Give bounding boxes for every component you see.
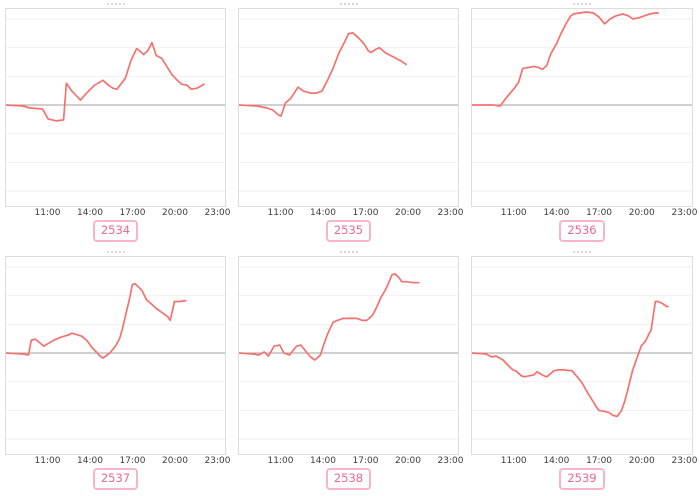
series-line <box>239 272 420 361</box>
x-tick-label: 20:00 <box>162 208 188 218</box>
series-line <box>6 41 205 122</box>
chart-cell: 11:00 14:00 17:00 20:00 23:00 2534 <box>0 0 233 243</box>
x-tick-label: 17:00 <box>352 208 379 218</box>
line-chart <box>471 8 693 207</box>
x-tick-label: 20:00 <box>395 208 421 218</box>
x-tick-label: 23:00 <box>204 456 231 466</box>
chart-id-row: 2535 <box>238 219 459 243</box>
x-tick-label: 20:00 <box>628 208 655 218</box>
series-line <box>6 282 187 359</box>
cropped-title-remnant <box>471 0 693 8</box>
chart-id-badge[interactable]: 2537 <box>92 467 139 491</box>
cropped-title-remnant <box>471 248 693 256</box>
chart-canvas <box>6 18 225 192</box>
cropped-title-remnant <box>238 0 459 8</box>
chart-canvas <box>472 266 692 440</box>
chart-id-badge[interactable]: 2539 <box>559 467 605 491</box>
x-axis-ticks: 11:00 14:00 17:00 20:00 23:00 <box>471 455 698 468</box>
x-tick-label: 23:00 <box>437 208 464 218</box>
chart-canvas <box>472 11 692 192</box>
x-tick-label: 23:00 <box>671 208 698 218</box>
series-line <box>239 31 407 117</box>
x-axis-ticks: 11:00 14:00 17:00 20:00 23:00 <box>238 207 464 220</box>
chart-id-badge[interactable]: 2536 <box>559 219 605 243</box>
line-chart <box>238 256 459 455</box>
x-tick-label: 17:00 <box>586 456 613 466</box>
chart-id-badge[interactable]: 2538 <box>325 467 372 491</box>
chart-id-row: 2534 <box>5 219 226 243</box>
x-tick-label: 17:00 <box>352 456 379 466</box>
x-axis-ticks: 11:00 14:00 17:00 20:00 23:00 <box>471 207 698 220</box>
chart-id-badge[interactable]: 2534 <box>92 219 139 243</box>
x-tick-label: 11:00 <box>500 208 527 218</box>
line-chart <box>5 8 226 207</box>
chart-canvas <box>6 266 225 440</box>
x-tick-label: 14:00 <box>310 208 336 218</box>
x-tick-label: 11:00 <box>500 456 527 466</box>
chart-cell: 11:00 14:00 17:00 20:00 23:00 2538 <box>233 248 466 491</box>
cropped-title-remnant <box>5 0 226 8</box>
line-chart <box>238 8 459 207</box>
x-tick-label: 17:00 <box>586 208 613 218</box>
x-tick-label: 14:00 <box>543 456 570 466</box>
x-tick-label: 20:00 <box>628 456 655 466</box>
x-tick-label: 11:00 <box>34 208 61 218</box>
x-tick-label: 11:00 <box>267 456 294 466</box>
chart-cell: 11:00 14:00 17:00 20:00 23:00 2535 <box>233 0 466 243</box>
x-axis-ticks: 11:00 14:00 17:00 20:00 23:00 <box>238 455 464 468</box>
x-tick-label: 23:00 <box>671 456 698 466</box>
x-tick-label: 14:00 <box>77 456 103 466</box>
x-tick-label: 14:00 <box>77 208 103 218</box>
chart-id-row: 2536 <box>471 219 693 243</box>
x-axis-ticks: 11:00 14:00 17:00 20:00 23:00 <box>5 207 231 220</box>
chart-canvas <box>239 266 458 440</box>
series-line <box>472 300 669 418</box>
x-tick-label: 17:00 <box>119 456 146 466</box>
series-line <box>472 11 659 107</box>
chart-id-row: 2539 <box>471 467 693 491</box>
chart-id-row: 2537 <box>5 467 226 491</box>
x-tick-label: 23:00 <box>437 456 464 466</box>
cropped-title-remnant <box>5 248 226 256</box>
chart-cell: 11:00 14:00 17:00 20:00 23:00 2537 <box>0 248 233 491</box>
x-tick-label: 20:00 <box>162 456 188 466</box>
line-chart <box>5 256 226 455</box>
x-tick-label: 20:00 <box>395 456 421 466</box>
x-axis-ticks: 11:00 14:00 17:00 20:00 23:00 <box>5 455 231 468</box>
x-tick-label: 17:00 <box>119 208 146 218</box>
x-tick-label: 14:00 <box>543 208 570 218</box>
x-tick-label: 14:00 <box>310 456 336 466</box>
chart-id-row: 2538 <box>238 467 459 491</box>
x-tick-label: 11:00 <box>34 456 61 466</box>
cropped-title-remnant <box>238 248 459 256</box>
x-tick-label: 23:00 <box>204 208 231 218</box>
chart-cell: 11:00 14:00 17:00 20:00 23:00 2536 <box>466 0 700 243</box>
chart-canvas <box>239 18 458 192</box>
chart-cell: 11:00 14:00 17:00 20:00 23:00 2539 <box>466 248 700 491</box>
line-chart <box>471 256 693 455</box>
chart-id-badge[interactable]: 2535 <box>325 219 372 243</box>
x-tick-label: 11:00 <box>267 208 294 218</box>
